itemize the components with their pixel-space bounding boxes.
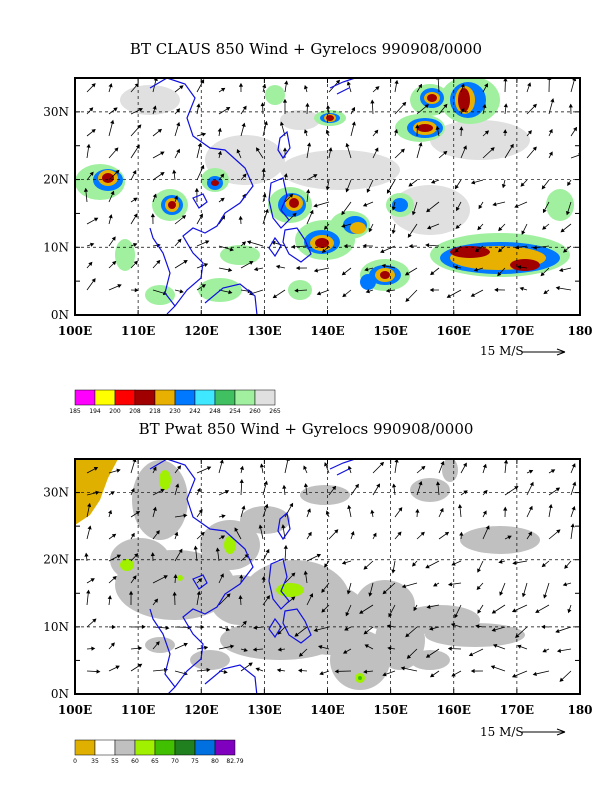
colorbar-label: 248	[209, 408, 221, 415]
longitude-label: 170E	[500, 324, 534, 338]
longitude-label: 160E	[437, 703, 471, 717]
colorbar-label: 242	[189, 408, 201, 415]
colorbar-label: 208	[129, 408, 141, 415]
longitude-label: 170E	[500, 703, 534, 717]
colorbar-label: 80	[211, 758, 219, 765]
latitude-label: 20N	[43, 553, 69, 567]
latitude-label: 0N	[51, 687, 69, 701]
longitude-label: 130E	[247, 703, 281, 717]
longitude-label: 120E	[184, 324, 218, 338]
latitude-labels: 0N 10N 20N 30N	[43, 486, 69, 701]
longitude-labels: 100E 110E 120E 130E 140E 150E 160E 170E 180	[58, 703, 593, 717]
wind-reference-label: 15 M/S	[480, 344, 524, 358]
graticule	[75, 78, 580, 315]
colorbar-swatch	[134, 389, 156, 406]
cloud-top-temperature-colorbar: 185 194 200 208 218 230 242 248 254 260 265	[69, 389, 281, 415]
longitude-label: 140E	[310, 703, 344, 717]
wind-reference-vector: 15 M/S	[480, 725, 566, 739]
colorbar-swatch	[134, 739, 156, 756]
longitude-label: 130E	[247, 324, 281, 338]
colorbar-swatch	[174, 389, 196, 406]
colorbar-swatch	[194, 739, 216, 756]
cloud-top-temperature-map: 0N 10N 20N 30N 100E 110E 120E 130E 140E 150E 160E…	[43, 77, 593, 415]
longitude-label: 140E	[310, 324, 344, 338]
precipitable-water-colorbar: 0 35 55 60 65 70 75 80 82.79	[73, 739, 244, 765]
bottom-panel-title: BT Pwat 850 Wind + Gyrelocs 990908/0000	[138, 420, 474, 438]
colorbar-swatch	[214, 739, 236, 756]
longitude-label: 110E	[121, 703, 155, 717]
longitude-label: 110E	[121, 324, 155, 338]
colorbar-label: 82.79	[226, 758, 243, 765]
colorbar-swatch	[214, 389, 236, 406]
longitude-label: 120E	[184, 703, 218, 717]
colorbar-swatch	[254, 389, 276, 406]
colorbar-swatch	[234, 389, 256, 406]
colorbar-label: 185	[69, 408, 81, 415]
wind-vectors	[84, 459, 577, 682]
latitude-label: 10N	[43, 240, 69, 254]
colorbar-label: 200	[109, 408, 121, 415]
latitude-label: 10N	[43, 620, 69, 634]
colorbar-label: 230	[169, 408, 181, 415]
colorbar-swatch	[74, 739, 96, 756]
colorbar-label: 218	[149, 408, 161, 415]
longitude-label: 100E	[58, 703, 92, 717]
latitude-label: 30N	[43, 486, 69, 500]
graticule	[75, 459, 580, 694]
colorbar-swatch	[194, 389, 216, 406]
longitude-label: 180	[567, 703, 592, 717]
colorbar-label: 194	[89, 408, 101, 415]
colorbar-label: 35	[91, 758, 99, 765]
precipitable-water-map: 0N 10N 20N 30N 100E 110E 120E 130E 140E 150E 160E…	[43, 458, 593, 765]
latitude-labels: 0N 10N 20N 30N	[43, 105, 69, 322]
wind-reference-label: 15 M/S	[480, 725, 524, 739]
latitude-label: 30N	[43, 105, 69, 119]
colorbar-label: 260	[249, 408, 261, 415]
colorbar-label: 265	[269, 408, 281, 415]
colorbar-swatch	[94, 389, 116, 406]
longitude-label: 150E	[374, 703, 408, 717]
colorbar-swatch	[154, 739, 176, 756]
colorbar-label: 254	[229, 408, 241, 415]
colorbar-swatch	[114, 739, 136, 756]
colorbar-label: 65	[151, 758, 159, 765]
colorbar-label: 0	[73, 758, 77, 765]
wind-vectors	[83, 78, 580, 302]
longitude-label: 150E	[374, 324, 408, 338]
colorbar-label: 70	[171, 758, 179, 765]
colorbar-swatch	[174, 739, 196, 756]
longitude-label: 160E	[437, 324, 471, 338]
colorbar-label: 55	[111, 758, 119, 765]
colorbar-label: 75	[191, 758, 199, 765]
longitude-label: 100E	[58, 324, 92, 338]
colorbar-label: 60	[131, 758, 139, 765]
longitude-label: 180	[567, 324, 592, 338]
colorbar-swatch	[114, 389, 136, 406]
colorbar-swatch	[74, 389, 96, 406]
colorbar-swatch	[154, 389, 176, 406]
latitude-label: 0N	[51, 308, 69, 322]
precipitable-water-field	[75, 459, 540, 690]
longitude-labels: 100E 110E 120E 130E 140E 150E 160E 170E 180	[58, 324, 593, 338]
colorbar-swatch	[94, 739, 116, 756]
top-panel-title: BT CLAUS 850 Wind + Gyrelocs 990908/0000	[129, 40, 483, 58]
latitude-label: 20N	[43, 173, 69, 187]
wind-reference-vector: 15 M/S	[480, 344, 566, 358]
